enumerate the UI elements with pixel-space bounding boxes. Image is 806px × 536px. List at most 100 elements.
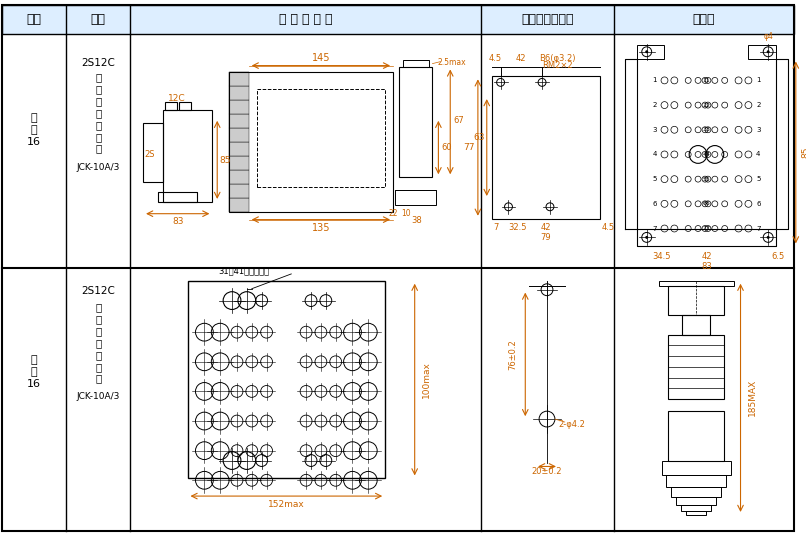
Bar <box>229 71 393 212</box>
Bar <box>229 198 249 212</box>
Text: 77: 77 <box>463 143 475 152</box>
Text: 板: 板 <box>95 108 102 118</box>
Bar <box>229 100 249 114</box>
Text: 38: 38 <box>411 216 422 225</box>
Text: 20±0.2: 20±0.2 <box>532 467 563 476</box>
Text: 33: 33 <box>703 127 710 132</box>
Bar <box>667 475 725 487</box>
Text: 83: 83 <box>172 217 184 226</box>
Text: 16: 16 <box>27 378 41 389</box>
Text: 22: 22 <box>388 209 397 218</box>
Text: 4: 4 <box>652 152 657 158</box>
Circle shape <box>646 50 648 53</box>
Text: 1: 1 <box>652 77 657 84</box>
Text: 152max: 152max <box>268 501 305 509</box>
Text: 式: 式 <box>95 96 102 106</box>
Bar <box>637 45 664 58</box>
Text: 44: 44 <box>703 152 710 157</box>
Text: 2S12C: 2S12C <box>81 58 115 68</box>
Text: 1: 1 <box>756 77 761 84</box>
Text: 出: 出 <box>95 84 102 94</box>
Text: 7: 7 <box>493 223 498 232</box>
Text: 接: 接 <box>95 132 102 142</box>
Text: 板: 板 <box>95 338 102 348</box>
Text: 11: 11 <box>703 78 710 83</box>
Text: 6: 6 <box>756 201 761 207</box>
Text: 4.5: 4.5 <box>489 54 502 63</box>
Text: 2-φ4.2: 2-φ4.2 <box>559 420 585 428</box>
Text: 附: 附 <box>31 113 37 123</box>
Text: 100max: 100max <box>422 361 431 398</box>
Bar <box>686 511 706 515</box>
Bar <box>662 460 731 475</box>
Text: 3: 3 <box>652 127 657 133</box>
Text: φ4: φ4 <box>763 33 773 41</box>
Text: 7: 7 <box>756 226 761 232</box>
Text: 32.5: 32.5 <box>508 223 526 232</box>
Text: 2.5max: 2.5max <box>438 58 467 67</box>
Text: 66: 66 <box>703 202 710 206</box>
Text: 5: 5 <box>756 176 761 182</box>
Text: 34.5: 34.5 <box>652 251 671 260</box>
Text: 77: 77 <box>703 226 710 231</box>
Bar <box>163 110 212 202</box>
Text: 圖: 圖 <box>31 367 37 377</box>
Text: 10: 10 <box>401 209 410 218</box>
Bar <box>668 411 724 460</box>
Bar <box>179 102 190 110</box>
Text: 42: 42 <box>541 223 551 232</box>
Bar <box>676 497 716 505</box>
Text: 83: 83 <box>701 262 712 271</box>
Text: 6.5: 6.5 <box>771 251 785 260</box>
Text: 135: 135 <box>312 222 330 233</box>
Text: 安裝開孔尺寸圖: 安裝開孔尺寸圖 <box>521 13 574 26</box>
Bar <box>229 155 249 170</box>
Text: 後: 後 <box>95 120 102 130</box>
Text: 79: 79 <box>541 233 551 242</box>
Circle shape <box>767 50 770 53</box>
Text: 2S12C: 2S12C <box>81 286 115 296</box>
Text: 接: 接 <box>95 362 102 372</box>
Text: 2: 2 <box>756 102 761 108</box>
Bar <box>492 77 600 219</box>
Text: 凸: 凸 <box>95 72 102 83</box>
Bar <box>659 281 733 286</box>
Text: 3: 3 <box>756 127 761 133</box>
Bar <box>229 142 249 155</box>
Text: 4.5: 4.5 <box>601 223 615 232</box>
Text: 線: 線 <box>95 374 102 384</box>
Text: 出: 出 <box>95 314 102 324</box>
Bar <box>2 5 794 34</box>
Text: 2S: 2S <box>145 150 156 159</box>
Text: 7: 7 <box>652 226 657 232</box>
Bar <box>229 114 249 128</box>
Text: 式: 式 <box>95 326 102 336</box>
Bar <box>257 90 385 187</box>
Text: 圖號: 圖號 <box>27 13 42 26</box>
Bar <box>671 487 721 497</box>
Text: 76±0.2: 76±0.2 <box>508 339 517 370</box>
Bar <box>158 192 197 202</box>
Text: 凸: 凸 <box>95 302 102 312</box>
Text: 60: 60 <box>441 143 451 152</box>
Bar <box>681 505 711 511</box>
Text: 附: 附 <box>31 355 37 365</box>
Bar <box>229 86 249 100</box>
Bar <box>399 66 433 177</box>
Text: 2: 2 <box>652 102 657 108</box>
Text: B6(φ3.2): B6(φ3.2) <box>539 54 576 63</box>
Text: 185MAX: 185MAX <box>748 379 757 416</box>
Bar <box>668 286 724 315</box>
Text: JCK-10A/3: JCK-10A/3 <box>77 392 120 401</box>
Text: 31、41為電流端子: 31、41為電流端子 <box>218 266 269 276</box>
Bar <box>229 184 249 198</box>
Text: 前: 前 <box>95 350 102 360</box>
Bar <box>165 102 177 110</box>
Circle shape <box>767 236 770 239</box>
Text: 6: 6 <box>652 201 657 207</box>
Bar <box>682 315 710 335</box>
Text: 145: 145 <box>312 53 330 63</box>
Text: 圖: 圖 <box>31 125 37 135</box>
Text: 42: 42 <box>516 54 526 63</box>
Bar <box>668 335 724 399</box>
